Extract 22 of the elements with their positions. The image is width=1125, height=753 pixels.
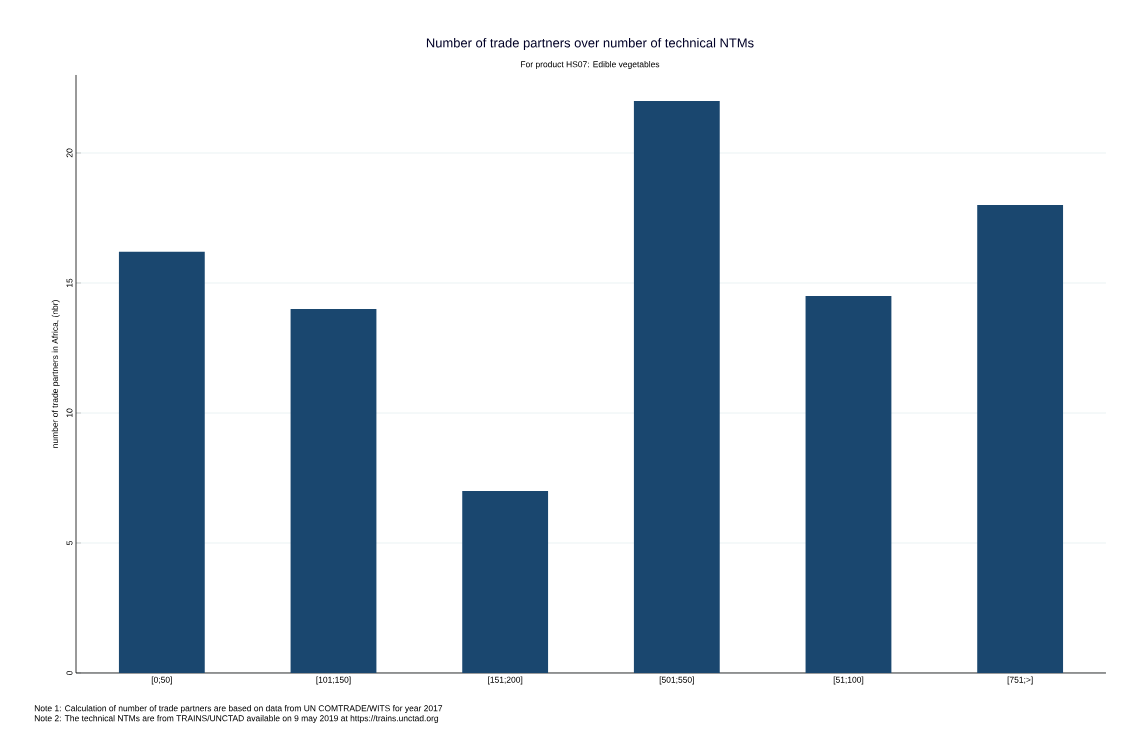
bar — [977, 204, 1064, 673]
y-axis-title: number of trade partners in Africa, (nbr) — [51, 300, 60, 448]
x-tick-label: [751;>] — [1007, 676, 1033, 685]
bar — [633, 100, 720, 673]
y-tick-label: 15 — [66, 278, 73, 288]
bar — [290, 308, 377, 673]
text: Note 1: Calculation of number of trade partners are based on data from UN COMTRADE/WITS for year 2017 — [34, 705, 443, 713]
x-tick-label: [101;150] — [316, 676, 351, 685]
x-tick-label: [51;100] — [833, 676, 864, 685]
y-tick-label: 10 — [66, 408, 73, 418]
y-tick-label: 5 — [66, 540, 73, 545]
bar — [462, 490, 549, 673]
bar — [118, 251, 205, 673]
y-tick-label: 0 — [66, 670, 73, 676]
chart-subtitle: For product HS07: Edible vegetables — [521, 61, 660, 69]
chart-title: Number of trade partners over number of technical NTMs — [426, 37, 754, 51]
x-tick-label: [501;550] — [659, 676, 694, 685]
x-tick-label: [151;200] — [488, 676, 523, 685]
y-tick-label: 20 — [66, 148, 73, 158]
x-tick-label: [0;50] — [151, 676, 172, 685]
text: Note 2: The technical NTMs are from TRAINS/UNCTAD available on 9 may 2019 at https://trains.unctad.org — [34, 715, 439, 723]
bar — [805, 295, 892, 673]
